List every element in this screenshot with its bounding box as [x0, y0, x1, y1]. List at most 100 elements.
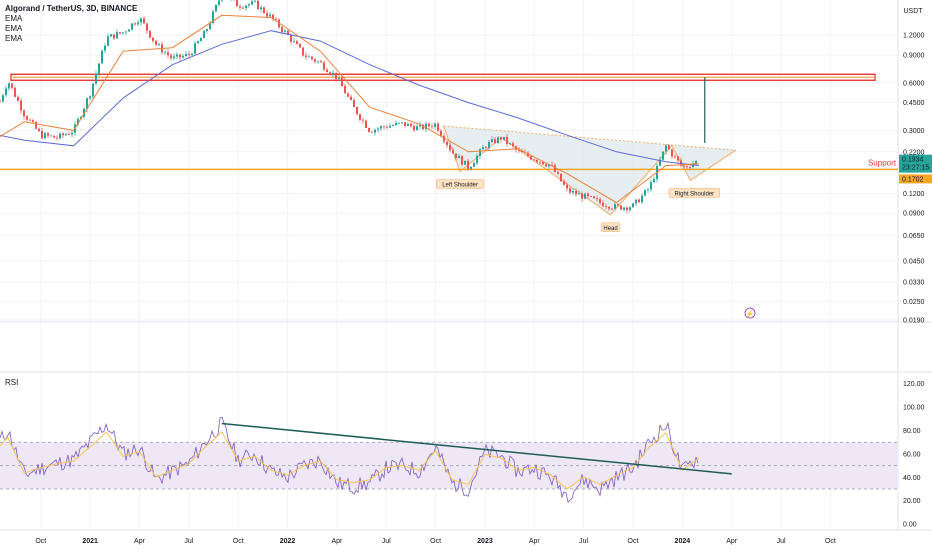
candle-body	[617, 204, 619, 206]
candle-body	[98, 63, 100, 74]
time-tick-label: Apr	[331, 538, 343, 545]
candle-body	[236, 0, 238, 7]
pattern-label: Head	[603, 226, 617, 232]
candle-body	[689, 167, 691, 168]
candle-body	[143, 18, 145, 24]
candle-body	[515, 146, 517, 150]
time-tick-label: Apr	[726, 538, 738, 545]
candle-body	[110, 34, 112, 37]
candle-body	[668, 145, 670, 150]
candle-body	[284, 30, 286, 32]
candle-body	[506, 136, 508, 144]
lightning-icon	[744, 307, 756, 319]
candle-body	[488, 142, 490, 148]
candle-body	[146, 23, 148, 31]
candle-body	[557, 172, 559, 174]
candle-body	[128, 29, 130, 32]
candle-body	[275, 18, 277, 20]
chart-legend[interactable]: Algorand / TetherUS, 3D, BINANCE EMA EMA…	[5, 4, 137, 44]
candle-body	[638, 199, 640, 203]
candle-body	[389, 125, 391, 128]
candle-body	[518, 149, 520, 151]
rsi-tick-label: 80.00	[903, 428, 921, 435]
candle-body	[290, 34, 292, 42]
candle-body	[107, 36, 109, 46]
candle-body	[371, 131, 373, 133]
candle-body	[536, 159, 538, 162]
rsi-title[interactable]: RSI	[5, 378, 19, 387]
time-tick-label: Jul	[184, 538, 193, 545]
candle-body	[551, 164, 553, 166]
price-tick-label: 0.2200	[903, 149, 925, 156]
candle-body	[473, 163, 475, 167]
rsi-tick-label: 0.00	[903, 522, 917, 529]
candle-body	[530, 156, 532, 160]
time-tick-label: Jul	[777, 538, 786, 545]
candle-body	[653, 179, 655, 183]
candle-body	[614, 204, 616, 209]
candle-body	[41, 131, 43, 139]
candle-body	[239, 6, 241, 8]
candle-body	[344, 86, 346, 94]
ema-label-2[interactable]: EMA	[5, 24, 23, 33]
candle-body	[5, 88, 7, 96]
candle-body	[362, 119, 364, 121]
time-tick-label: 2022	[280, 538, 296, 545]
time-tick-label: Oct	[35, 538, 46, 545]
candle-body	[125, 31, 127, 33]
candle-body	[452, 150, 454, 154]
symbol-title[interactable]: Algorand / TetherUS, 3D, BINANCE	[5, 4, 138, 13]
candle-body	[50, 135, 52, 137]
candles	[0, 0, 697, 214]
candle-body	[431, 126, 433, 128]
candle-body	[446, 141, 448, 145]
ema-label-3[interactable]: EMA	[5, 34, 23, 43]
candle-body	[623, 207, 625, 210]
candle-body	[329, 72, 331, 75]
annotations: Left Shoulder Head Right Shoulder Support ⚡	[436, 77, 897, 319]
candle-body	[167, 52, 169, 56]
candle-body	[485, 147, 487, 149]
price-tick-label: 0.3000	[903, 128, 925, 135]
candle-body	[410, 123, 412, 127]
candle-body	[578, 193, 580, 195]
candle-body	[326, 69, 328, 73]
currency-label: USDT	[903, 8, 923, 15]
candle-body	[335, 72, 337, 79]
candle-body	[458, 155, 460, 159]
candle-body	[248, 4, 250, 6]
candle-body	[641, 195, 643, 203]
candle-body	[404, 122, 406, 126]
candle-body	[77, 118, 79, 125]
candle-body	[206, 29, 208, 32]
candle-body	[671, 149, 673, 157]
candle-body	[632, 203, 634, 208]
candle-body	[644, 189, 646, 196]
price-tick-label: 0.4500	[903, 100, 925, 107]
candle-body	[302, 47, 304, 56]
price-axis[interactable]: USDT 1.2000 0.9000 0.6000 0.4500 0.3000 0.2200…	[903, 8, 925, 325]
candle-body	[494, 139, 496, 144]
candle-body	[11, 83, 13, 88]
candle-body	[62, 133, 64, 136]
time-axis[interactable]: Jul Oct 2021 Apr Jul Oct 2022 Apr Jul Oct 2023 Apr J…	[0, 538, 836, 545]
candle-body	[95, 73, 97, 84]
candle-body	[440, 130, 442, 136]
candle-body	[257, 0, 259, 10]
price-tick-label: 0.0450	[903, 258, 925, 265]
candle-body	[455, 153, 457, 159]
candle-body	[203, 31, 205, 39]
candle-body	[482, 147, 484, 150]
ema-label-1[interactable]: EMA	[5, 14, 23, 23]
rsi-overbought-oversold-band	[0, 442, 898, 490]
candle-body	[47, 133, 49, 136]
candle-body	[14, 87, 16, 97]
candle-body	[263, 7, 265, 14]
candle-body	[287, 30, 289, 35]
candle-body	[443, 135, 445, 142]
candle-body	[68, 134, 70, 135]
rsi-tick-label: 60.00	[903, 451, 921, 458]
pattern-label-box	[436, 179, 485, 189]
candle-body	[311, 56, 313, 60]
